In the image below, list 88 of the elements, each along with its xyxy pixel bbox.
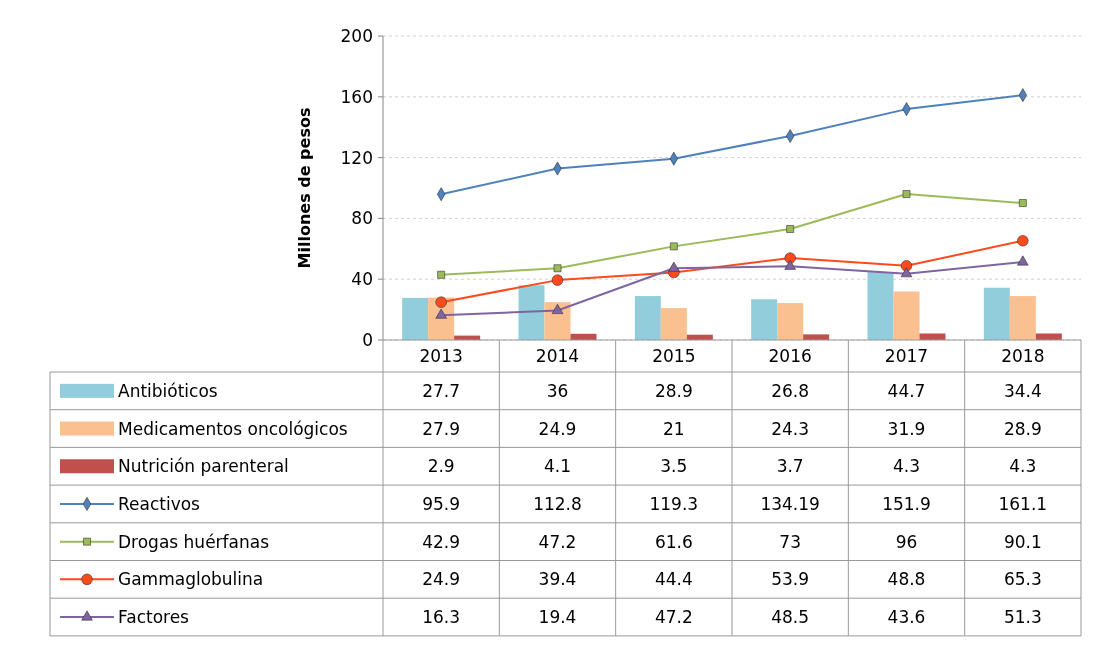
data-label: 43.6 <box>887 607 926 627</box>
data-label: 34.4 <box>1003 380 1042 401</box>
bar <box>893 291 920 340</box>
data-label: 65.3 <box>1003 569 1042 590</box>
legend-label: Reactivos <box>118 493 201 514</box>
data-label: 161.1 <box>998 493 1048 514</box>
point <box>1017 235 1029 247</box>
y-axis-title: Millones de pesos <box>295 107 314 269</box>
bar <box>751 299 778 340</box>
data-label: 28.9 <box>654 380 693 401</box>
data-label: 48.8 <box>887 569 926 590</box>
point <box>437 270 445 279</box>
point <box>786 225 794 233</box>
bar <box>867 272 894 340</box>
data-label: 24.3 <box>771 418 810 439</box>
x-tick-label: 2017 <box>884 345 929 366</box>
x-tick-label: 2013 <box>419 345 463 366</box>
data-label: 61.6 <box>654 531 693 552</box>
bar <box>1035 333 1062 340</box>
y-tick-label: 0 <box>362 329 373 350</box>
data-label: 4.1 <box>543 456 572 477</box>
data-label: 27.9 <box>422 418 461 439</box>
point <box>668 261 680 272</box>
point <box>551 304 564 314</box>
point <box>553 264 562 273</box>
point <box>902 190 911 198</box>
data-label: 4.3 <box>1009 456 1037 477</box>
bar <box>1009 296 1036 340</box>
data-label: 24.9 <box>538 418 577 439</box>
point <box>784 259 796 270</box>
bar <box>402 297 429 340</box>
data-label: 4.3 <box>892 456 921 477</box>
bar <box>634 296 661 340</box>
legend-label: Factores <box>118 607 190 627</box>
point <box>435 296 447 308</box>
point <box>1019 199 1027 207</box>
data-label: 36 <box>546 380 569 401</box>
data-label: 53.9 <box>771 569 810 590</box>
point <box>670 242 678 251</box>
data-label: 26.8 <box>771 380 810 401</box>
bar <box>660 308 687 340</box>
y-tick-label: 160 <box>340 86 373 107</box>
data-label: 3.5 <box>660 456 688 477</box>
data-label: 31.9 <box>887 418 926 439</box>
legend-label: Nutrición parenteral <box>118 456 289 477</box>
data-label: 48.5 <box>771 607 810 627</box>
legend-label: Antibióticos <box>118 380 218 401</box>
data-label: 134.19 <box>760 493 820 514</box>
y-tick-label: 120 <box>340 147 373 168</box>
data-label: 2.9 <box>427 456 455 477</box>
point <box>551 274 564 286</box>
point <box>900 267 913 278</box>
data-label: 44.4 <box>654 569 693 590</box>
data-label: 44.7 <box>887 380 926 401</box>
y-tick-label: 200 <box>340 25 373 46</box>
data-label: 119.3 <box>649 493 699 514</box>
data-label: 28.9 <box>1003 418 1042 439</box>
data-label: 90.1 <box>1003 531 1042 552</box>
data-label: 151.9 <box>882 493 931 514</box>
y-tick-label: 80 <box>351 208 373 229</box>
data-label: 47.2 <box>538 531 577 552</box>
data-label: 42.9 <box>422 531 461 552</box>
data-label: 3.7 <box>776 456 804 477</box>
x-tick-label: 2014 <box>535 345 580 366</box>
legend-label: Medicamentos oncológicos <box>118 418 348 439</box>
data-label: 16.3 <box>422 607 461 627</box>
data-label: 73 <box>779 531 801 552</box>
bar <box>777 303 804 340</box>
bar <box>518 285 545 340</box>
point <box>1017 255 1029 266</box>
legend-label: Gammaglobulina <box>118 569 264 590</box>
x-tick-label: 2018 <box>1001 345 1045 366</box>
y-tick-label: 40 <box>351 269 373 290</box>
data-label: 39.4 <box>538 569 577 590</box>
data-label: 19.4 <box>538 607 577 627</box>
data-label: 51.3 <box>1003 607 1042 627</box>
legend-label: Drogas huérfanas <box>118 531 270 552</box>
x-tick-label: 2016 <box>768 345 812 366</box>
data-label: 95.9 <box>422 493 461 514</box>
data-label: 112.8 <box>533 493 582 514</box>
bar <box>919 333 946 340</box>
x-tick-label: 2015 <box>652 345 696 366</box>
data-label: 96 <box>895 531 918 552</box>
data-label: 47.2 <box>654 607 693 627</box>
data-label: 24.9 <box>422 569 461 590</box>
data-label: 21 <box>663 418 685 439</box>
data-label: 27.7 <box>422 380 461 401</box>
bar <box>983 287 1010 340</box>
